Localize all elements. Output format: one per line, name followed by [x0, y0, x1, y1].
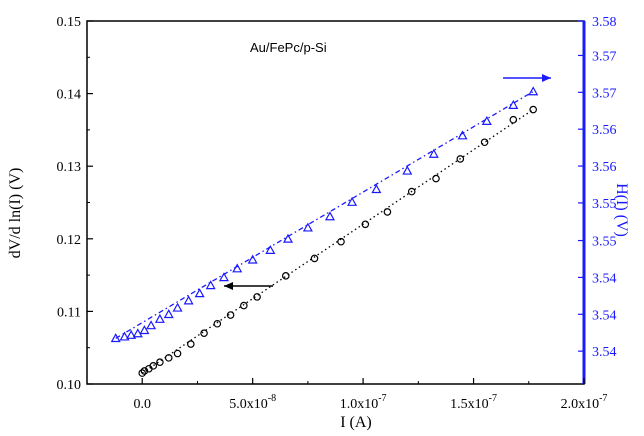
triangle-point — [265, 244, 276, 254]
circle-point — [140, 367, 149, 375]
triangle-point — [205, 280, 216, 290]
triangle-point — [457, 130, 468, 140]
x-tick-label: 1.0x10-7 — [340, 393, 387, 412]
circle-point — [226, 311, 235, 319]
circle-point — [213, 319, 222, 328]
y2-tick-label: 3.56 — [592, 123, 617, 138]
y-tick-label: 0.14 — [57, 88, 82, 103]
triangle-point — [218, 272, 229, 282]
triangle-point — [183, 295, 194, 305]
y-tick-label: 0.13 — [57, 160, 82, 175]
y2-tick-label: 3.58 — [592, 15, 617, 30]
circle-point — [432, 174, 440, 183]
triangle-point — [154, 313, 165, 323]
y-tick-label: 0.10 — [57, 378, 82, 393]
triangle-point — [119, 331, 130, 341]
triangle-point — [428, 148, 439, 158]
triangle-point — [126, 329, 137, 339]
circle-point — [529, 105, 537, 114]
y2-tick-label: 3.55 — [592, 197, 617, 212]
plot-frame — [86, 20, 585, 385]
y-tick-label: 0.12 — [57, 233, 82, 248]
circle-point — [187, 340, 195, 348]
circle-point — [509, 115, 518, 124]
circle-point — [149, 362, 158, 370]
x-tick-label: 5.0x10-8 — [229, 393, 276, 412]
triangle-point — [528, 86, 539, 96]
triangle-point — [347, 196, 358, 206]
triangle-point — [163, 309, 174, 319]
triangle-point — [324, 211, 335, 221]
circle-point — [480, 138, 489, 147]
triangle-point — [247, 254, 258, 264]
circle-fit-line — [141, 109, 534, 374]
triangle-point — [282, 233, 294, 243]
triangle-fit-line — [115, 90, 534, 339]
annotation-label: Au/FePc/p-Si — [250, 40, 327, 55]
triangle-point — [302, 222, 313, 232]
y2-tick-label: 3.54 — [592, 308, 617, 323]
triangle-point — [132, 328, 143, 338]
y-tick-label: 0.15 — [57, 15, 82, 30]
y2-tick-label: 3.55 — [592, 235, 617, 250]
y2-tick-label: 3.57 — [592, 86, 617, 101]
triangle-point — [481, 115, 492, 125]
right-axis-arrow — [503, 74, 551, 82]
circle-point — [156, 358, 164, 367]
circle-point — [407, 187, 416, 196]
triangle-point — [110, 333, 121, 343]
x-axis-title: I (A) — [340, 414, 372, 431]
circle-point — [281, 272, 290, 280]
triangle-point — [172, 302, 183, 312]
circle-point — [361, 220, 370, 229]
triangle-point — [139, 325, 150, 335]
y2-tick-label: 3.57 — [592, 49, 617, 64]
y2-axis-title: H(I) (V) — [613, 183, 630, 237]
triangle-point — [146, 320, 157, 330]
y-axis-title: dV/d ln(I) (V) — [7, 168, 24, 259]
circle-point — [383, 208, 392, 216]
circle-point — [164, 354, 173, 362]
circle-point — [310, 254, 319, 263]
circle-point — [253, 293, 261, 301]
left-axis-arrow — [224, 282, 273, 290]
triangle-point — [371, 184, 382, 194]
triangle-point — [232, 263, 243, 273]
y2-tick-label: 3.54 — [592, 271, 617, 286]
x-tick-label: 2.0x10-7 — [561, 393, 608, 412]
circle-point — [337, 237, 345, 246]
circle-point — [240, 301, 248, 310]
x-tick-label: 1.5x10-7 — [450, 393, 497, 412]
triangle-point — [402, 165, 413, 175]
circle-point — [456, 155, 465, 163]
y2-tick-label: 3.56 — [592, 160, 617, 175]
circle-point — [200, 329, 208, 337]
circle-point — [138, 369, 147, 377]
triangle-point — [508, 99, 519, 109]
circle-point — [173, 349, 182, 358]
triangle-point — [194, 288, 205, 298]
x-tick-label: 0.0 — [133, 397, 151, 412]
y2-tick-label: 3.54 — [592, 345, 617, 360]
y-tick-label: 0.11 — [57, 305, 81, 320]
